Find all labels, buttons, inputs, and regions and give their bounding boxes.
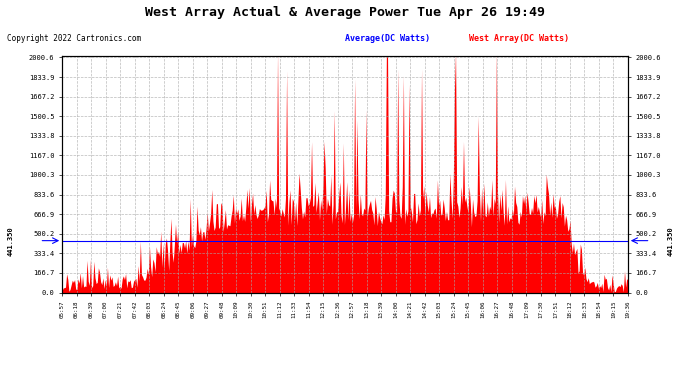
Text: 441.350: 441.350 <box>667 226 673 255</box>
Text: Average(DC Watts): Average(DC Watts) <box>345 34 430 43</box>
Text: 441.350: 441.350 <box>8 226 14 255</box>
Text: Copyright 2022 Cartronics.com: Copyright 2022 Cartronics.com <box>7 34 141 43</box>
Text: West Array Actual & Average Power Tue Apr 26 19:49: West Array Actual & Average Power Tue Ap… <box>145 6 545 19</box>
Text: West Array(DC Watts): West Array(DC Watts) <box>469 34 569 43</box>
